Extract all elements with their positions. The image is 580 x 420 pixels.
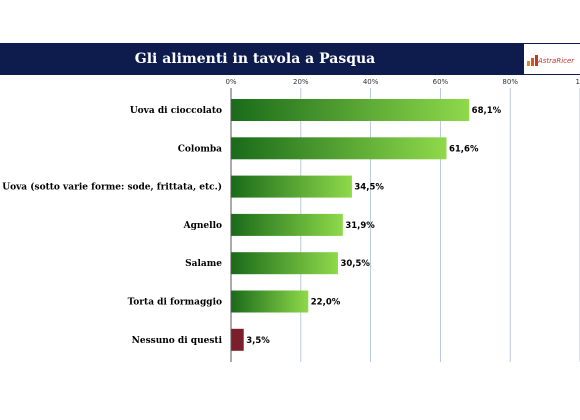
bar	[231, 328, 244, 351]
category-label: Colomba	[178, 144, 222, 154]
value-label: 3,5%	[246, 336, 270, 346]
bar	[231, 290, 309, 313]
value-label: 30,5%	[340, 259, 370, 269]
category-label: Salame	[185, 259, 222, 269]
x-tick-label: 40%	[363, 78, 379, 86]
bar	[231, 137, 447, 160]
bar	[231, 175, 352, 198]
category-label: Torta di formaggio	[128, 298, 222, 308]
x-tick-label: 10	[576, 78, 580, 86]
logo-bars-icon	[527, 55, 538, 66]
value-label: 31,9%	[345, 221, 375, 231]
bar	[231, 99, 470, 121]
value-label: 22,0%	[311, 298, 341, 308]
value-label: 68,1%	[472, 106, 502, 116]
bar	[231, 252, 338, 275]
title-bar: Gli alimenti in tavola a Pasqua	[0, 43, 580, 75]
bar	[231, 213, 343, 236]
category-label: Nessuno di questi	[132, 336, 223, 346]
x-tick-label: 60%	[433, 78, 449, 86]
logo-text: AstraRicer	[538, 57, 575, 65]
logo: AstraRicer	[524, 44, 580, 74]
category-label: Uova di cioccolato	[130, 106, 222, 116]
category-label: Uova (sotto varie forme: sode, frittata,…	[2, 182, 222, 193]
x-tick-label: 80%	[502, 78, 518, 86]
x-tick-label: 0%	[225, 78, 236, 86]
chart-title: Gli alimenti in tavola a Pasqua	[134, 51, 376, 67]
x-tick-label: 20%	[293, 78, 309, 86]
category-label: Agnello	[183, 221, 222, 231]
value-label: 61,6%	[449, 144, 479, 154]
value-label: 34,5%	[354, 183, 384, 193]
